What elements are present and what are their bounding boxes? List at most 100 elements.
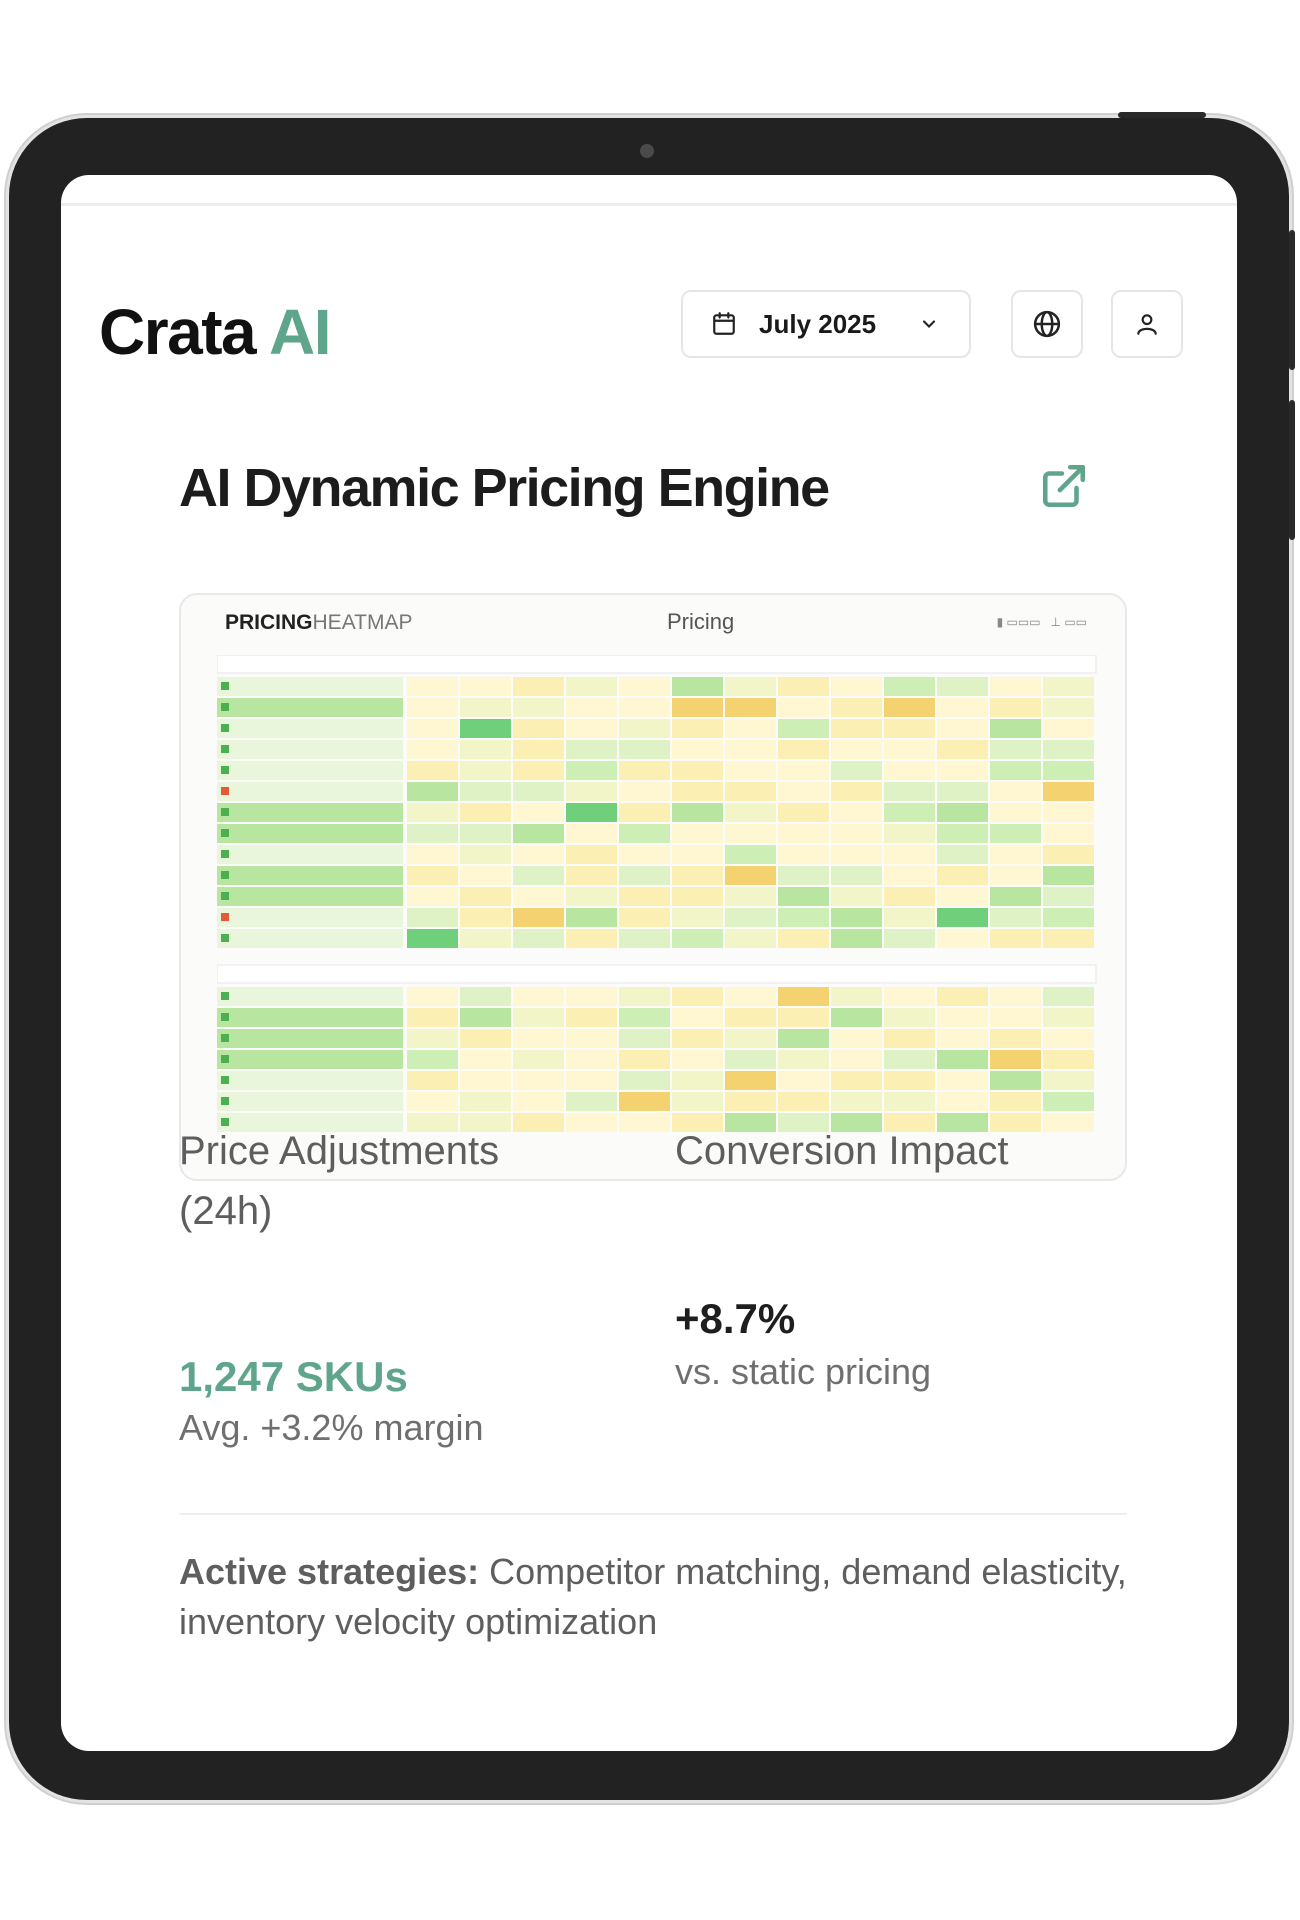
- heatmap-block-2-cell: [937, 1092, 988, 1111]
- heatmap-block-1-cell: [831, 677, 882, 696]
- heatmap-block-1-cell: [460, 677, 511, 696]
- heatmap-block-2-cell: [672, 1050, 723, 1069]
- heatmap-block-1-cell: [566, 824, 617, 843]
- heatmap-block-1-cell: [831, 908, 882, 927]
- heatmap-block-1-cell: [990, 698, 1041, 717]
- heatmap-block-1-cell: [513, 740, 564, 759]
- heatmap-block-1-cell: [566, 803, 617, 822]
- heatmap-block-1-cell: [619, 803, 670, 822]
- heatmap-block-2-cell: [407, 1050, 458, 1069]
- heatmap-block-1-cell: [990, 677, 1041, 696]
- heatmap-block-1-cell: [566, 887, 617, 906]
- heatmap-block-1-cell: [672, 782, 723, 801]
- heatmap-block-2-cell: [725, 987, 776, 1006]
- heatmap-block-1-cell: [672, 803, 723, 822]
- price-adjustments-value: 1,247 SKUs: [179, 1353, 408, 1400]
- heatmap-block-1-cell: [460, 740, 511, 759]
- user-icon: [1137, 314, 1157, 335]
- heatmap-block-2-cell: [407, 1113, 458, 1132]
- volume-down-button: [1289, 400, 1295, 540]
- heatmap-block-2-cell: [937, 1113, 988, 1132]
- heatmap-block-1-cell: [778, 803, 829, 822]
- heatmap-block-2-cell: [778, 1092, 829, 1111]
- heatmap-block-2-cell: [884, 1008, 935, 1027]
- heatmap-block-2-cell: [778, 1008, 829, 1027]
- heatmap-block-1-cell: [884, 824, 935, 843]
- pricing-heatmap-image[interactable]: PRICINGHEATMAP Pricing ▮ ▭▭▭ ⊥ ▭▭: [179, 593, 1127, 1181]
- heatmap-block-2-cell: [990, 1050, 1041, 1069]
- heatmap-block-1-cell: [566, 908, 617, 927]
- heatmap-block-1-cell: [1043, 866, 1094, 885]
- heatmap-block-1-cell: [566, 929, 617, 948]
- heatmap-block-1-cell: [937, 803, 988, 822]
- heatmap-title-bold: PRICING: [225, 611, 313, 634]
- heatmap-block-2-cell: [619, 1050, 670, 1069]
- date-picker-button[interactable]: July 2025: [681, 290, 971, 358]
- heatmap-block-2-cell: [619, 987, 670, 1006]
- heatmap-block-2-cell: [990, 987, 1041, 1006]
- heatmap-block-1-cell: [566, 698, 617, 717]
- heatmap-block-2-header: [217, 964, 1097, 984]
- heatmap-block-2-row-swatch: [221, 1076, 229, 1084]
- heatmap-block-1-row-label: [217, 908, 403, 927]
- heatmap-block-1-row-label: [217, 782, 403, 801]
- heatmap-title-light: HEATMAP: [312, 611, 413, 634]
- heatmap-block-2-cell: [937, 987, 988, 1006]
- heatmap-block-2-cell: [460, 1092, 511, 1111]
- heatmap-block-2-cell: [513, 1008, 564, 1027]
- price-adjustments-label: Price Adjustments (24h): [179, 1121, 499, 1241]
- heatmap-block-1-row-swatch: [221, 829, 229, 837]
- heatmap-block-1-cell: [407, 866, 458, 885]
- heatmap-block-1-cell: [460, 866, 511, 885]
- heatmap-block-2-cell: [407, 1071, 458, 1090]
- heatmap-block-1-cell: [566, 677, 617, 696]
- heatmap-block-1-cell: [778, 887, 829, 906]
- heatmap-block-1-cell: [778, 761, 829, 780]
- volume-up-button: [1289, 230, 1295, 370]
- user-profile-button[interactable]: [1111, 290, 1183, 358]
- heatmap-block-2-cell: [672, 1113, 723, 1132]
- heatmap-block-1-cell: [990, 908, 1041, 927]
- heatmap-block-2-row-label: [217, 1071, 403, 1090]
- heatmap-block-1-cell: [937, 740, 988, 759]
- heatmap-block-2-cell: [725, 1113, 776, 1132]
- heatmap-block-1-cell: [884, 866, 935, 885]
- heatmap-block-2-cell: [619, 1113, 670, 1132]
- heatmap-block-1-cell: [407, 908, 458, 927]
- heatmap-block-1-cell: [725, 782, 776, 801]
- heatmap-block-1-cell: [725, 824, 776, 843]
- strategies-lead: Active strategies:: [179, 1551, 480, 1592]
- heatmap-block-1-cell: [990, 761, 1041, 780]
- heatmap-block-1-cell: [460, 782, 511, 801]
- heatmap-block-2-cell: [1043, 1071, 1094, 1090]
- heatmap-block-1-cell: [619, 761, 670, 780]
- heatmap-block-1-cell: [566, 866, 617, 885]
- heatmap-block-2-row-label: [217, 1113, 403, 1132]
- heatmap-block-2-cell: [566, 987, 617, 1006]
- heatmap-block-1-cell: [884, 719, 935, 738]
- heatmap-block-2-cell: [831, 1050, 882, 1069]
- heatmap-block-1-cell: [619, 698, 670, 717]
- heatmap-block-1-cell: [884, 803, 935, 822]
- heatmap-block-1-cell: [460, 698, 511, 717]
- heatmap-block-2-cell: [1043, 1008, 1094, 1027]
- heatmap-block-1-cell: [990, 719, 1041, 738]
- heatmap-block-2-row-swatch: [221, 1055, 229, 1063]
- heatmap-block-1-row-swatch: [221, 724, 229, 732]
- heatmap-block-1-row-label: [217, 740, 403, 759]
- heatmap-block-2-cell: [990, 1092, 1041, 1111]
- heatmap-block-2-cell: [672, 1008, 723, 1027]
- heatmap-block-2-cell: [619, 1092, 670, 1111]
- heatmap-block-1-cell: [778, 866, 829, 885]
- language-button[interactable]: [1011, 290, 1083, 358]
- heatmap-block-2-cell: [566, 1008, 617, 1027]
- heatmap-block-1-cell: [990, 845, 1041, 864]
- heatmap-block-1-row-swatch: [221, 703, 229, 711]
- heatmap-block-1-row-swatch: [221, 682, 229, 690]
- heatmap-block-1-cell: [407, 782, 458, 801]
- heatmap-block-1-cell: [725, 761, 776, 780]
- heatmap-block-1-cell: [778, 719, 829, 738]
- heatmap-block-1-cell: [1043, 887, 1094, 906]
- heatmap-block-1-cell: [1043, 761, 1094, 780]
- external-link-icon[interactable]: [1039, 461, 1089, 511]
